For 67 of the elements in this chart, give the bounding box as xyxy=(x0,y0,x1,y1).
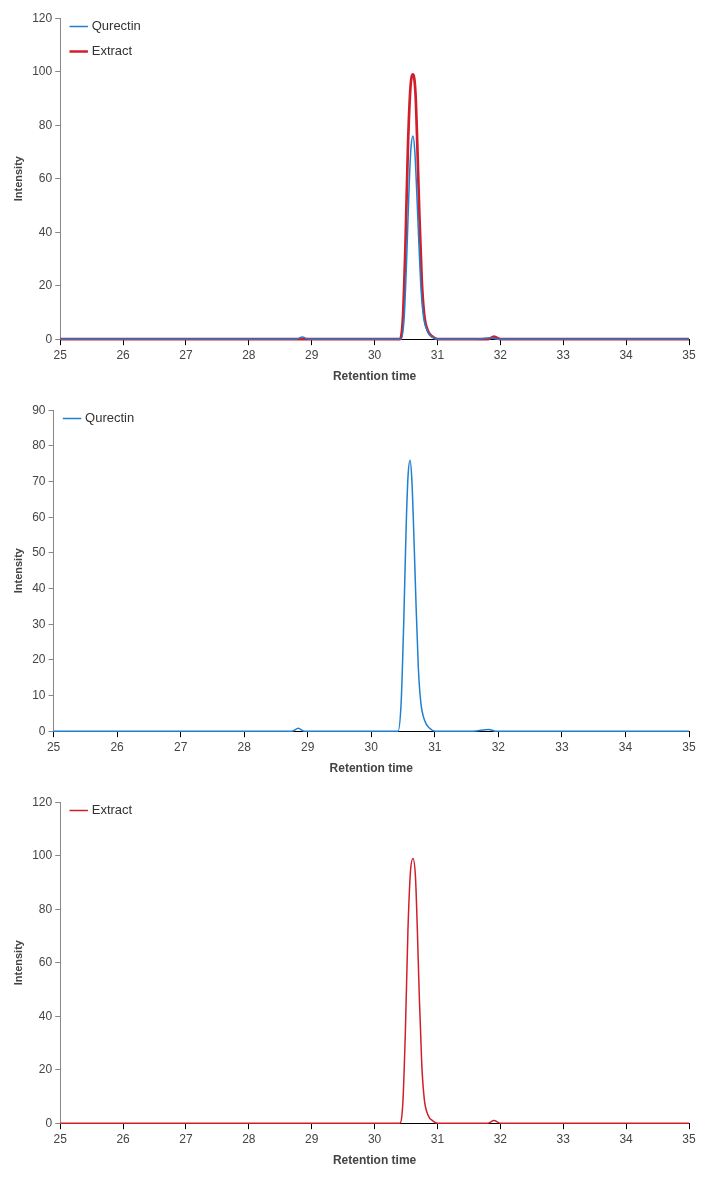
x-tick-label: 30 xyxy=(364,739,379,754)
y-tick-label: 120 xyxy=(32,10,53,25)
y-tick-label: 60 xyxy=(38,171,53,186)
legend-label: Qurectin xyxy=(85,410,135,426)
x-tick-label: 30 xyxy=(367,347,382,362)
y-tick-label: 80 xyxy=(38,117,53,132)
y-tick-label: 0 xyxy=(38,723,46,738)
x-tick-label: 32 xyxy=(493,1131,508,1146)
y-tick-label: 20 xyxy=(38,278,53,293)
x-tick-label: 29 xyxy=(301,739,315,754)
x-tick-label: 31 xyxy=(428,739,442,754)
x-tick-label: 29 xyxy=(305,347,319,362)
x-tick-label: 32 xyxy=(493,347,508,362)
y-tick-label: 70 xyxy=(32,473,46,488)
x-tick-label: 28 xyxy=(242,1131,256,1146)
y-tick-label: 40 xyxy=(32,580,46,595)
y-tick-label: 40 xyxy=(38,1008,53,1023)
x-tick-label: 33 xyxy=(555,739,569,754)
x-tick-label: 25 xyxy=(53,1131,68,1146)
x-tick-label: 32 xyxy=(491,739,506,754)
x-axis-title: Retention time xyxy=(329,761,414,776)
x-tick-label: 33 xyxy=(556,1131,571,1146)
y-axis-title: Intensity xyxy=(11,939,24,986)
x-tick-label: 31 xyxy=(430,1131,445,1146)
y-tick-label: 100 xyxy=(32,848,53,863)
y-tick-label: 10 xyxy=(32,687,46,702)
y-axis-title: Intensity xyxy=(11,547,24,594)
x-axis-title: Retention time xyxy=(332,1153,417,1168)
y-tick-label: 0 xyxy=(45,331,53,346)
x-tick-label: 31 xyxy=(430,347,445,362)
x-tick-label: 25 xyxy=(53,347,68,362)
x-tick-label: 27 xyxy=(179,347,193,362)
y-tick-label: 120 xyxy=(32,794,53,809)
x-tick-label: 34 xyxy=(618,739,633,754)
x-tick-label: 25 xyxy=(46,739,61,754)
y-tick-label: 60 xyxy=(32,509,46,524)
y-tick-label: 20 xyxy=(32,652,46,667)
x-tick-label: 34 xyxy=(619,1131,634,1146)
x-tick-label: 29 xyxy=(305,1131,319,1146)
y-tick-label: 0 xyxy=(45,1115,53,1130)
x-tick-label: 27 xyxy=(173,739,188,754)
x-tick-label: 34 xyxy=(619,347,634,362)
legend-label: Qurectin xyxy=(91,18,141,34)
x-tick-label: 35 xyxy=(682,1131,696,1146)
y-tick-label: 30 xyxy=(32,616,46,631)
x-axis-title: Retention time xyxy=(332,369,417,384)
y-tick-label: 40 xyxy=(38,224,53,239)
y-tick-label: 60 xyxy=(38,955,53,970)
x-tick-label: 35 xyxy=(682,739,696,754)
y-tick-label: 90 xyxy=(32,402,46,417)
x-tick-label: 27 xyxy=(179,1131,193,1146)
legend-label: Extract xyxy=(91,802,133,818)
x-tick-label: 26 xyxy=(116,347,131,362)
y-tick-label: 80 xyxy=(38,901,53,916)
x-tick-label: 26 xyxy=(110,739,125,754)
y-tick-label: 80 xyxy=(32,438,46,453)
y-tick-label: 50 xyxy=(32,545,46,560)
y-tick-label: 20 xyxy=(38,1062,53,1077)
x-tick-label: 30 xyxy=(367,1131,382,1146)
x-tick-label: 33 xyxy=(556,347,571,362)
y-axis-title: Intensity xyxy=(11,155,24,202)
legend-label: Extract xyxy=(91,43,133,59)
y-tick-label: 100 xyxy=(32,64,53,79)
x-tick-label: 28 xyxy=(242,347,256,362)
x-tick-label: 26 xyxy=(116,1131,131,1146)
x-tick-label: 35 xyxy=(682,347,696,362)
x-tick-label: 28 xyxy=(237,739,252,754)
